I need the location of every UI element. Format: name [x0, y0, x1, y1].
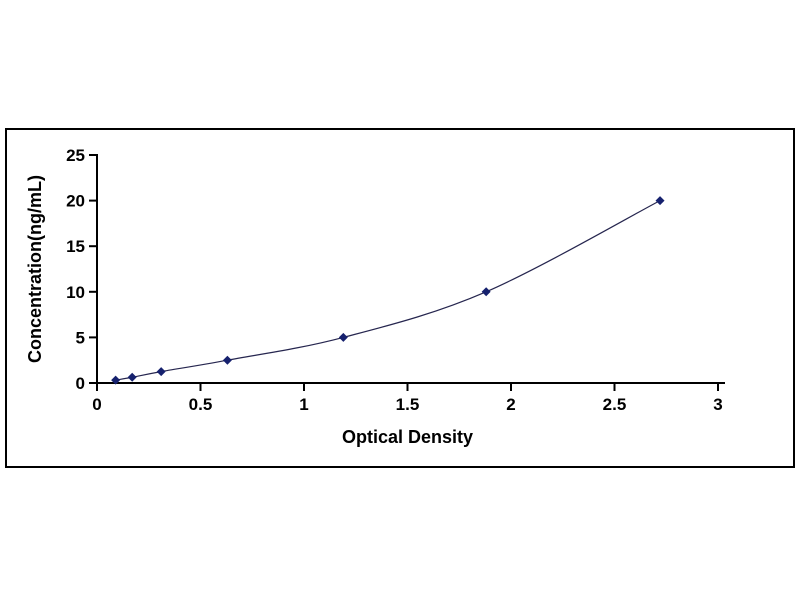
y-axis-label: Concentration(ng/mL) [25, 175, 45, 363]
chart-frame: 0 0.5 1 1.5 2 2.5 3 0 5 10 15 20 25 Optical Density … [5, 128, 795, 468]
x-tick-label: 2 [506, 395, 515, 414]
curve-line [115, 200, 661, 381]
data-point-marker [156, 367, 166, 377]
y-tick-label: 15 [66, 237, 85, 256]
x-axis-label: Optical Density [342, 427, 473, 447]
data-point-marker [222, 355, 232, 365]
x-tick-label: 3 [713, 395, 722, 414]
x-tick-label: 1 [299, 395, 308, 414]
y-tick-label: 5 [76, 328, 85, 347]
x-tick-label: 2.5 [603, 395, 627, 414]
data-point-marker [338, 332, 348, 342]
x-tick-label: 0 [92, 395, 101, 414]
data-point-marker [127, 372, 137, 382]
data-point-marker [111, 375, 121, 385]
data-point-marker [481, 287, 491, 297]
y-tick-label: 25 [66, 146, 85, 165]
axes: 0 0.5 1 1.5 2 2.5 3 0 5 10 15 20 25 [66, 146, 725, 414]
x-tick-label: 1.5 [396, 395, 420, 414]
curve-series [111, 196, 665, 385]
y-tick-label: 10 [66, 283, 85, 302]
x-tick-label: 0.5 [189, 395, 213, 414]
y-tick-label: 0 [76, 374, 85, 393]
data-point-marker [655, 196, 665, 206]
y-tick-label: 20 [66, 192, 85, 211]
